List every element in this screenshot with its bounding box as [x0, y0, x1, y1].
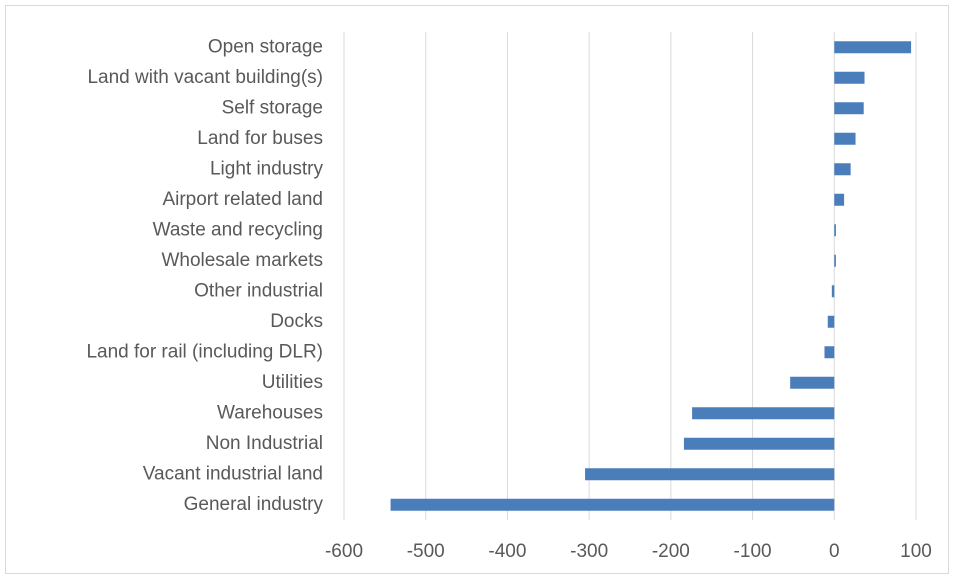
bar — [834, 71, 865, 84]
y-tick-label: General industry — [184, 494, 324, 515]
x-tick-label: -600 — [325, 541, 363, 562]
x-tick-label: -500 — [407, 541, 445, 562]
bar — [824, 346, 835, 359]
bar — [834, 254, 836, 267]
x-tick-label: -300 — [570, 541, 608, 562]
bar — [831, 285, 835, 298]
bar — [790, 376, 835, 389]
bar — [834, 224, 836, 237]
bar — [834, 41, 912, 54]
bar — [834, 163, 851, 176]
y-tick-label: Light industry — [210, 158, 324, 179]
y-tick-label: Other industrial — [194, 280, 323, 301]
y-tick-label: Utilities — [262, 372, 323, 393]
bar — [834, 193, 845, 206]
y-tick-label: Warehouses — [217, 402, 323, 423]
y-tick-label: Non Industrial — [206, 433, 323, 454]
y-tick-label: Self storage — [222, 97, 323, 118]
y-tick-label: Land for buses — [197, 128, 323, 149]
y-tick-label: Waste and recycling — [153, 219, 323, 240]
x-tick-label: 0 — [829, 541, 840, 562]
bar — [683, 437, 835, 450]
bar — [827, 315, 835, 328]
bar — [585, 468, 835, 481]
y-tick-label: Land for rail (including DLR) — [86, 341, 323, 362]
bar — [834, 102, 864, 115]
x-tick-label: -200 — [652, 541, 690, 562]
y-tick-label: Airport related land — [162, 189, 323, 210]
x-tick-label: -400 — [488, 541, 526, 562]
x-tick-label: 100 — [900, 541, 932, 562]
bar — [692, 407, 835, 420]
x-tick-label: -100 — [734, 541, 772, 562]
y-tick-label: Wholesale markets — [161, 250, 323, 271]
bar — [834, 132, 856, 145]
y-tick-label: Docks — [270, 311, 323, 332]
bar — [390, 498, 835, 511]
chart-border — [5, 5, 949, 574]
y-tick-label: Open storage — [208, 36, 323, 57]
y-tick-label: Land with vacant building(s) — [87, 67, 323, 88]
y-tick-label: Vacant industrial land — [143, 463, 323, 484]
